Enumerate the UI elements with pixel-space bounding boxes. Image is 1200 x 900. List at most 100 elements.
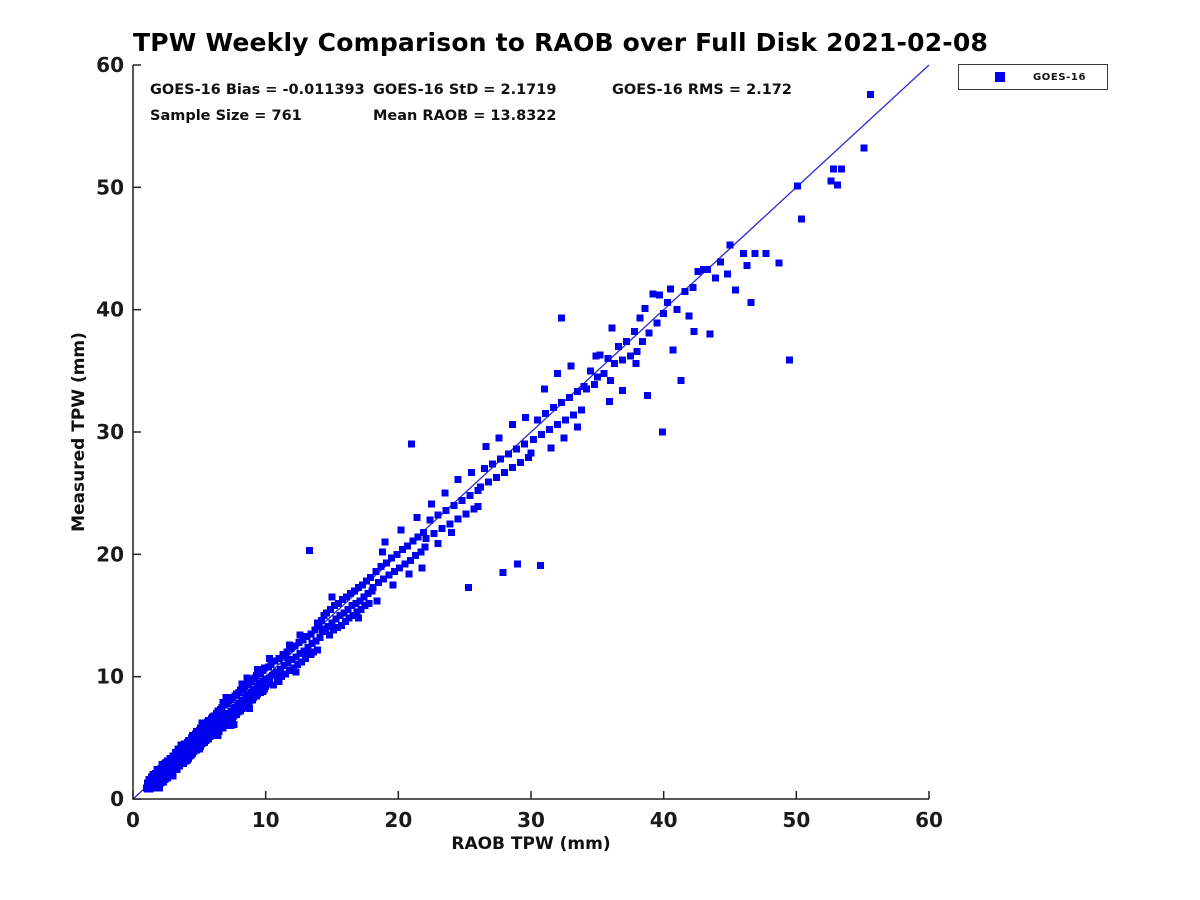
scatter-point (611, 359, 619, 367)
scatter-point (177, 741, 185, 749)
scatter-point (296, 631, 304, 639)
scatter-point (341, 618, 349, 626)
scatter-point (666, 285, 674, 293)
scatter-point (504, 450, 512, 458)
scatter-point (465, 583, 473, 591)
scatter-point (331, 602, 339, 610)
scatter-point (397, 526, 405, 534)
scatter-point (644, 391, 652, 399)
x-tick-label: 10 (252, 808, 280, 832)
scatter-point (485, 478, 493, 486)
scatter-point (186, 738, 194, 746)
scatter-point (747, 298, 755, 306)
legend-marker-square-icon (995, 72, 1005, 82)
scatter-point (418, 564, 426, 572)
scatter-point (290, 664, 298, 672)
scatter-point (365, 599, 373, 607)
scatter-point (353, 608, 361, 616)
scatter-point (530, 435, 538, 443)
scatter-point (390, 567, 398, 575)
scatter-point (356, 597, 364, 605)
stat-mean-raob: Mean RAOB = 13.8322 (373, 108, 557, 124)
scatter-point (412, 552, 420, 560)
scatter-point (181, 745, 189, 753)
scatter-point (477, 483, 485, 491)
scatter-point (605, 397, 613, 405)
scatter-point (417, 548, 425, 556)
scatter-point (689, 284, 697, 292)
scatter-point (191, 745, 199, 753)
scatter-point (385, 571, 393, 579)
scatter-point (406, 556, 414, 564)
scatter-point (315, 623, 323, 631)
scatter-point (462, 510, 470, 518)
scatter-point (685, 312, 693, 320)
scatter-point (442, 506, 450, 514)
scatter-point (347, 589, 355, 597)
scatter-point (739, 249, 747, 257)
scatter-point (340, 609, 348, 617)
scatter-point (348, 602, 356, 610)
scatter-point (573, 388, 581, 396)
scatter-point (339, 596, 347, 604)
scatter-point (430, 530, 438, 538)
scatter-point (378, 548, 386, 556)
scatter-point (345, 614, 353, 622)
stat-rms: GOES-16 RMS = 2.172 (612, 82, 792, 98)
scatter-point (546, 426, 554, 434)
scatter-point (158, 761, 166, 769)
scatter-point (524, 454, 532, 462)
scatter-point (227, 722, 235, 730)
scatter-point (389, 581, 397, 589)
scatter-point (396, 564, 404, 572)
scatter-point (369, 583, 377, 591)
scatter-point (520, 440, 528, 448)
scatter-point (837, 165, 845, 173)
scatter-point (190, 733, 198, 741)
scatter-point (305, 547, 313, 555)
scatter-point (327, 605, 335, 613)
scatter-point (286, 667, 294, 675)
scatter-point (311, 626, 319, 634)
scatter-point (280, 662, 288, 670)
scatter-point (422, 534, 430, 542)
scatter-point (404, 542, 412, 550)
scatter-point (798, 215, 806, 223)
scatter-point (284, 659, 292, 667)
scatter-point (328, 593, 336, 601)
scatter-point (165, 758, 173, 766)
stat-sample-size: Sample Size = 761 (150, 108, 302, 124)
scatter-point (381, 538, 389, 546)
y-axis-label: Measured TPW (mm) (69, 332, 89, 532)
scatter-point (351, 587, 359, 595)
scatter-point (690, 328, 698, 336)
scatter-point (827, 177, 835, 185)
scatter-point (591, 380, 599, 388)
scatter-point (499, 569, 507, 577)
scatter-point (577, 406, 585, 414)
scatter-point (308, 640, 316, 648)
scatter-point (434, 511, 442, 519)
scatter-point (641, 304, 649, 312)
scatter-point (567, 362, 575, 370)
scatter-point (450, 501, 458, 509)
scatter-point (636, 314, 644, 322)
scatter-point (361, 602, 369, 610)
scatter-point (355, 614, 363, 622)
scatter-point (373, 597, 381, 605)
scatter-point (508, 463, 516, 471)
scatter-point (187, 751, 195, 759)
scatter-point (156, 784, 164, 792)
scatter-point (304, 643, 312, 651)
scatter-point (349, 612, 357, 619)
scatter-point (359, 581, 367, 589)
scatter-point (467, 468, 475, 476)
scatter-point (762, 249, 770, 257)
scatter-point (619, 386, 627, 394)
scatter-point (656, 291, 664, 299)
scatter-point (645, 329, 653, 337)
stat-std: GOES-16 StD = 2.1719 (373, 82, 557, 98)
scatter-point (219, 698, 227, 706)
scatter-point (324, 623, 332, 631)
scatter-point (382, 559, 390, 567)
